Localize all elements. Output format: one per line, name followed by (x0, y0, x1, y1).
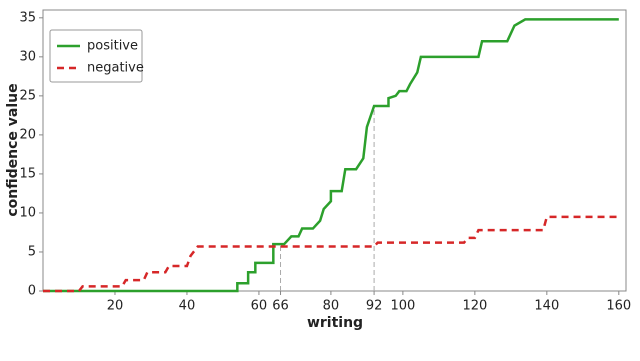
x-tick-label: 40 (179, 299, 196, 314)
x-tick-label: 160 (606, 299, 631, 314)
y-tick-label: 15 (19, 166, 36, 181)
y-tick-label: 35 (19, 10, 36, 25)
y-axis-label: confidence value (5, 83, 21, 216)
y-tick-label: 10 (19, 205, 36, 220)
legend-label: positive (87, 39, 138, 54)
series-line (43, 215, 619, 293)
x-tick-label: 66 (272, 299, 289, 314)
x-tick-label: 100 (390, 299, 415, 314)
series-line (43, 18, 619, 293)
x-tick-label: 60 (251, 299, 268, 314)
legend-label: negative (87, 61, 144, 76)
y-tick-label: 30 (19, 49, 36, 64)
x-tick-label: 92 (366, 299, 383, 314)
x-tick-label: 140 (534, 299, 559, 314)
x-axis-label: writing (307, 315, 363, 331)
plot-frame (42, 9, 627, 292)
x-tick-label: 120 (462, 299, 487, 314)
y-tick-label: 25 (19, 88, 36, 103)
y-tick-label: 0 (28, 284, 36, 299)
x-tick-label: 20 (107, 299, 124, 314)
x-tick-label: 80 (323, 299, 340, 314)
y-tick-label: 20 (19, 127, 36, 142)
y-tick-label: 5 (28, 244, 36, 259)
